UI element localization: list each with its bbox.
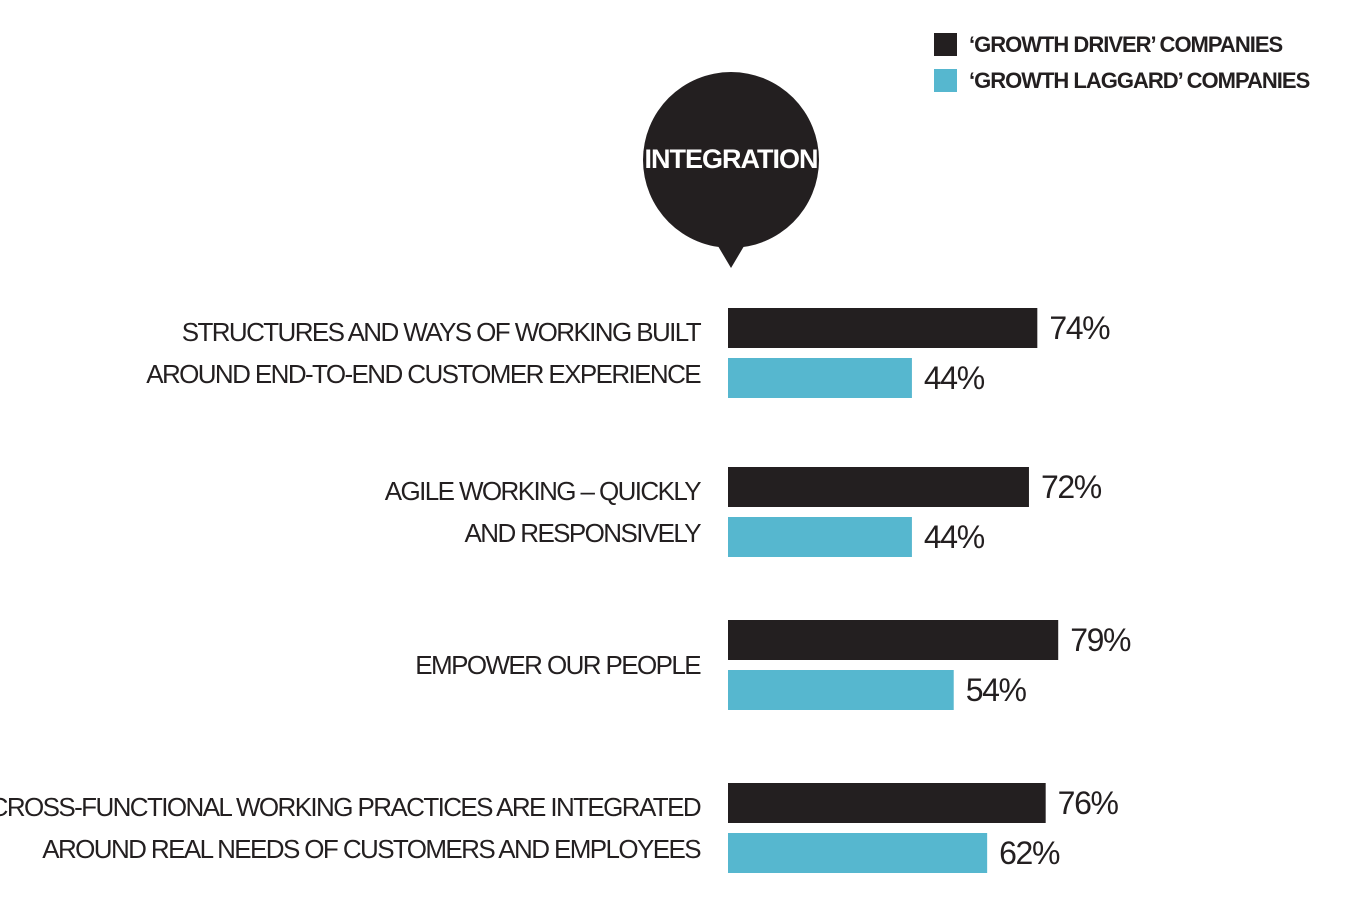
section-badge: INTEGRATION — [643, 72, 819, 268]
category-label: AND RESPONSIVELY — [465, 518, 702, 548]
value-label: 72% — [1041, 469, 1102, 505]
bar-laggard — [728, 358, 912, 398]
category-label: AGILE WORKING – QUICKLY — [385, 476, 701, 506]
badge-bubble — [643, 72, 819, 248]
legend-swatch-laggard — [934, 69, 957, 92]
badge-pointer — [712, 236, 750, 268]
bar-driver — [728, 308, 1038, 348]
value-label: 44% — [924, 360, 985, 396]
value-label: 76% — [1058, 785, 1119, 821]
category-label: AROUND END-TO-END CUSTOMER EXPERIENCE — [146, 359, 701, 389]
value-label: 54% — [966, 672, 1027, 708]
value-label: 74% — [1049, 310, 1110, 346]
bar-laggard — [728, 517, 912, 557]
bar-laggard — [728, 670, 954, 710]
bar-driver — [728, 467, 1029, 507]
category-label: STRUCTURES AND WAYS OF WORKING BUILT — [182, 317, 702, 347]
value-label: 62% — [999, 835, 1060, 871]
category-label: CROSS-FUNCTIONAL WORKING PRACTICES ARE I… — [0, 792, 701, 822]
value-label: 79% — [1070, 622, 1131, 658]
bar-driver — [728, 783, 1046, 823]
bar-driver — [728, 620, 1059, 660]
legend-swatch-driver — [934, 33, 957, 56]
category-label: AROUND REAL NEEDS OF CUSTOMERS AND EMPLO… — [42, 834, 701, 864]
category-label: EMPOWER OUR PEOPLE — [415, 650, 701, 680]
value-label: 44% — [924, 519, 985, 555]
badge-title: INTEGRATION — [645, 144, 818, 174]
legend-label-driver: ‘GROWTH DRIVER’ COMPANIES — [969, 32, 1282, 57]
legend-label-laggard: ‘GROWTH LAGGARD’ COMPANIES — [969, 68, 1310, 93]
legend: ‘GROWTH DRIVER’ COMPANIES ‘GROWTH LAGGAR… — [934, 32, 1311, 93]
bars: STRUCTURES AND WAYS OF WORKING BUILT AROU… — [0, 308, 1132, 873]
bar-laggard — [728, 833, 988, 873]
